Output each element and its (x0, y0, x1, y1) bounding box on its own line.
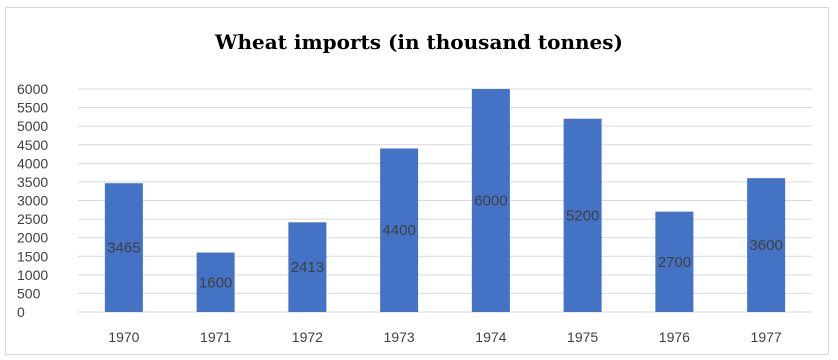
x-tick-label: 1974 (475, 329, 506, 345)
data-label: 3465 (107, 240, 140, 257)
y-tick-label: 6000 (17, 81, 48, 97)
y-axis-ticks: 0 500 1000 1500 2000 2500 3000 3500 4000 4500 5000… (17, 81, 48, 320)
bar-1976 (655, 211, 694, 312)
chart-title: Wheat imports (in thousand tonnes) (214, 30, 623, 54)
gridlines (78, 88, 812, 313)
x-tick-label: 1977 (751, 329, 782, 345)
bar-1973 (380, 148, 419, 312)
bar-1970 (104, 183, 143, 312)
y-tick-label: 2500 (17, 211, 48, 227)
y-tick-label: 4000 (17, 155, 48, 171)
data-label: 3600 (749, 237, 782, 254)
y-tick-label: 1500 (17, 248, 48, 264)
data-label: 1600 (199, 274, 232, 291)
x-tick-label: 1970 (108, 329, 139, 345)
y-tick-label: 5500 (17, 100, 48, 116)
x-axis-ticks: 1970 1971 1972 1973 1974 1975 1976 1977 (108, 329, 782, 345)
bar-1974 (471, 89, 510, 312)
bar-1977 (747, 178, 786, 312)
bar-1972 (288, 222, 327, 312)
y-tick-label: 3000 (17, 193, 48, 209)
x-tick-label: 1971 (200, 329, 231, 345)
x-tick-label: 1975 (567, 329, 598, 345)
data-label: 2700 (658, 254, 691, 271)
x-tick-label: 1973 (384, 329, 415, 345)
data-label: 5200 (566, 207, 599, 224)
data-label: 4400 (382, 222, 415, 239)
bar-1975 (563, 118, 602, 312)
data-labels: 3465 1600 2413 4400 6000 5200 2700 3600 (107, 193, 783, 292)
x-tick-label: 1972 (292, 329, 323, 345)
y-tick-label: 1000 (17, 267, 48, 283)
y-tick-label: 0 (17, 304, 25, 320)
y-tick-label: 500 (17, 285, 41, 301)
data-label: 6000 (474, 193, 507, 210)
y-tick-label: 3500 (17, 174, 48, 190)
bars (104, 89, 786, 312)
y-tick-label: 4500 (17, 137, 48, 153)
y-tick-label: 2000 (17, 230, 48, 246)
x-tick-label: 1976 (659, 329, 690, 345)
y-tick-label: 5000 (17, 118, 48, 134)
data-label: 2413 (291, 259, 324, 276)
bar-1971 (196, 252, 235, 312)
